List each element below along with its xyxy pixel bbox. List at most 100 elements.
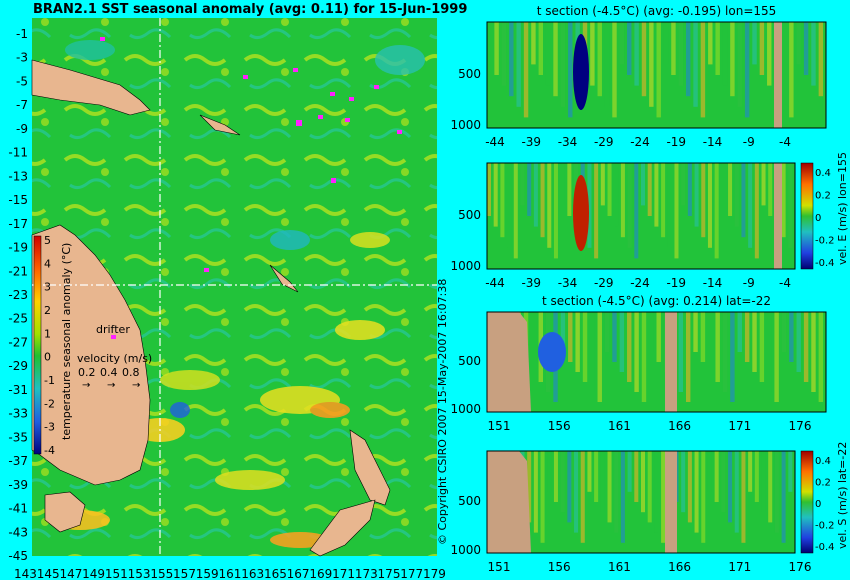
section-stripe — [568, 22, 573, 118]
panel-colorbar-tick: 0.2 — [815, 478, 831, 489]
section-stripe — [715, 22, 720, 75]
section-stripe — [641, 163, 646, 206]
panel-side-label: vel. E (m/s) lon=155 — [836, 152, 849, 265]
section-stripe — [523, 22, 529, 118]
section-stripe — [509, 22, 514, 97]
lat-tick-label: -21 — [8, 264, 28, 278]
panel-x-tick: -34 — [558, 135, 578, 149]
panel-x-tick: 166 — [668, 419, 691, 433]
section-stripe — [627, 22, 632, 75]
section-anomaly-core — [538, 332, 566, 372]
section-stripe — [634, 312, 639, 392]
section-stripe — [767, 22, 772, 86]
section-stripe — [681, 163, 686, 206]
lon-tick-label: 175 — [378, 567, 401, 580]
lon-tick-label: 151 — [105, 567, 128, 580]
section-stripe — [607, 163, 612, 216]
map-colorbar-tick: -2 — [44, 397, 55, 410]
section-stripe — [730, 312, 735, 402]
sst-map — [31, 18, 437, 557]
section-stripe — [715, 312, 720, 382]
velocity-scale-value: 0.8 — [122, 366, 140, 379]
section-stripe — [612, 312, 617, 362]
section-stripe — [681, 451, 686, 513]
section-panels: t section (-4.5°C) (avg: -0.195) lon=155… — [450, 4, 849, 574]
map-colorbar-tick: 4 — [44, 257, 51, 270]
section-stripe — [612, 22, 617, 118]
section-stripe — [754, 163, 759, 259]
section-stripe — [634, 22, 639, 86]
velocity-scale-arrow: → — [107, 380, 115, 391]
section-stripe — [759, 22, 765, 75]
section-stripe — [507, 163, 512, 248]
velocity-label: velocity (m/s) — [77, 352, 152, 365]
section-stripe — [520, 163, 525, 206]
section-stripe — [604, 312, 610, 352]
section-stripe — [654, 163, 659, 227]
panel-x-tick: 151 — [488, 419, 511, 433]
section-stripe — [761, 163, 766, 206]
section-stripe — [501, 22, 507, 86]
panel-colorbar — [800, 162, 814, 270]
section-stripe — [701, 163, 706, 238]
section-mask — [665, 312, 677, 412]
section-panel-1: t section (-4.5°C) (avg: -0.195) lon=155… — [450, 4, 827, 149]
panel-colorbar-tick: -0.4 — [815, 258, 835, 269]
section-stripe — [748, 451, 753, 492]
section-stripe — [737, 312, 742, 352]
panel-x-tick: -14 — [703, 276, 723, 290]
section-stripe — [707, 163, 712, 248]
map-colorbar-tick: -1 — [44, 374, 55, 387]
section-stripe — [761, 451, 766, 513]
section-panel-4: 500 1000 151 156 161 166 171 176 0.4 0.2 0 -0.2 -0.4… — [450, 442, 849, 574]
panel-colorbar-tick: -0.2 — [815, 521, 835, 532]
panel-colorbar-tick: 0 — [815, 499, 821, 510]
section-stripe — [513, 163, 518, 259]
section-stripe — [553, 163, 558, 259]
panel-colorbar-tick: -0.4 — [815, 542, 835, 553]
panel-x-tick: 171 — [728, 419, 751, 433]
section-stripe — [734, 163, 739, 227]
panel-x-tick: 161 — [608, 419, 631, 433]
section-stripe — [741, 451, 746, 543]
panel-y-tick: 1000 — [450, 402, 481, 416]
section-stripe — [744, 22, 750, 118]
section-stripe — [574, 451, 579, 533]
panel-y-tick: 500 — [458, 67, 481, 81]
section-stripe — [730, 22, 735, 97]
map-colorbar-label: temperature seasonal anomaly (°C) — [60, 243, 73, 440]
panel-y-tick: 1000 — [450, 543, 481, 557]
section-stripe — [649, 312, 654, 352]
map-colorbar-tick: 0 — [44, 351, 51, 364]
section-stripe — [538, 22, 544, 75]
velocity-scale-value: 0.2 — [78, 366, 96, 379]
new-guinea — [31, 59, 151, 116]
velocity-scale-value: 0.4 — [100, 366, 118, 379]
lon-tick-label: 153 — [128, 567, 151, 580]
velocity-scale: 0.2→0.4→0.8→ — [78, 366, 140, 391]
section-stripe — [701, 451, 706, 543]
section-panel-3: t section (-4.5°C) (avg: 0.214) lat=-22 5… — [450, 294, 827, 433]
map-colorbar-tick: 5 — [44, 234, 51, 247]
section-stripe — [567, 163, 572, 216]
panel-y-tick: 1000 — [450, 259, 481, 273]
section-stripe — [721, 451, 726, 513]
lon-tick-label: 163 — [241, 567, 264, 580]
map-title: BRAN2.1 SST seasonal anomaly (avg: 0.11)… — [33, 2, 467, 17]
lon-tick-label: 145 — [37, 567, 60, 580]
lon-tick-label: 169 — [309, 567, 332, 580]
section-stripe — [597, 312, 602, 402]
tasmania — [44, 491, 86, 533]
panel-frame — [486, 450, 796, 554]
section-anomaly-core — [573, 175, 589, 251]
velocity-scale-arrow: → — [132, 380, 140, 391]
panel-side-label: vel. S (m/s) lat=-22 — [836, 442, 849, 549]
section-stripe — [803, 312, 809, 382]
section-stripe — [587, 451, 592, 492]
section-stripe — [620, 163, 625, 238]
panel-x-tick: -14 — [703, 135, 723, 149]
section-mask — [774, 163, 782, 269]
section-stripe — [590, 22, 595, 86]
panel-frame — [486, 311, 827, 413]
section-stripe — [634, 163, 639, 259]
